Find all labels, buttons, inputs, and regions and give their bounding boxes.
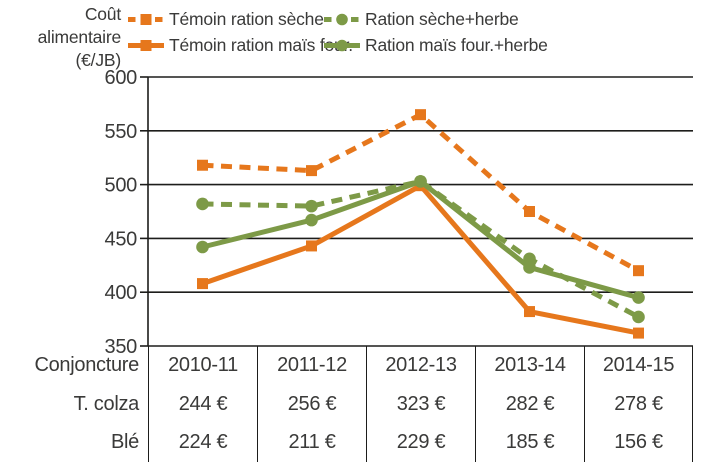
series-line-0 [202,111,640,273]
table-cell: 282 € [475,385,584,423]
legend-item-1: Témoin ration maïs four. [128,35,353,56]
y-tick-label: 400 [105,282,138,304]
y-tick-label: 600 [105,67,138,89]
legend-label: Témoin ration sèche [169,9,324,29]
legend-line-sample [324,13,360,26]
legend-line-sample [128,40,164,51]
legend-label: Ration maïs four.+herbe [365,35,548,55]
table-cell: 2014-15 [584,346,693,385]
circle-marker [336,39,348,52]
table-row-label: Conjoncture [34,354,139,376]
chart-title: Coût alimentaire (€/JB) [0,3,122,72]
circle-marker [305,199,318,213]
square-marker [140,40,152,51]
square-marker [633,265,644,277]
square-marker [197,278,208,290]
table-cell: 2011-12 [257,346,366,385]
circle-marker [196,197,209,211]
table-cell: 244 € [148,385,257,423]
table-cell: 185 € [475,423,584,462]
table-cell: 256 € [257,385,366,423]
legend-line-sample [128,14,164,25]
table-cell: 2013-14 [475,346,584,385]
legend-item-3: Ration maïs four.+herbe [324,35,548,56]
circle-marker [523,261,536,274]
circle-marker [196,240,209,254]
legend-label: Témoin ration maïs four. [169,35,353,55]
circle-marker [414,175,427,188]
circle-marker [632,310,645,324]
y-tick-label: 350 [105,336,138,358]
y-tick-label: 550 [105,121,138,143]
series-line-3 [201,178,640,300]
legend-label: Ration sèche+herbe [365,9,519,29]
chart-title-line2: (€/JB) [75,50,122,70]
square-marker [633,327,644,339]
y-tick-label: 450 [105,228,138,250]
legend-item-0: Témoin ration sèche [128,9,324,30]
series-line-2 [202,178,640,320]
series-line-1 [201,182,639,336]
legend-line-sample [324,39,360,52]
table-cell: 2010-11 [148,346,257,385]
legend: Témoin ration sèche Ration sèche+herbe Tém… [128,9,548,56]
circle-marker [305,213,318,227]
square-marker [306,240,317,252]
square-marker [306,165,317,177]
table-cell: 323 € [366,385,475,423]
square-marker [415,109,426,121]
table-cell: 224 € [148,423,257,462]
square-marker [140,14,152,25]
square-marker [197,159,208,171]
y-tick-label: 500 [105,175,138,197]
table-cell: 211 € [257,423,366,462]
square-marker [524,206,535,217]
table-row-label: Blé [110,431,139,453]
table-cell: 278 € [584,385,693,423]
legend-item-2: Ration sèche+herbe [324,9,548,30]
table-cell: 2012-13 [366,346,475,385]
conjoncture-table: Conjoncture 2010-11 2011-12 2012-13 2013-14 2… [0,346,693,462]
square-marker [524,306,535,318]
circle-marker [336,13,348,26]
table-cell: 156 € [584,423,693,462]
circle-marker [632,291,645,304]
table-cell: 229 € [366,423,475,462]
chart-title-line1: Coût alimentaire [37,4,122,47]
table-row-label: T. colza [73,392,140,415]
